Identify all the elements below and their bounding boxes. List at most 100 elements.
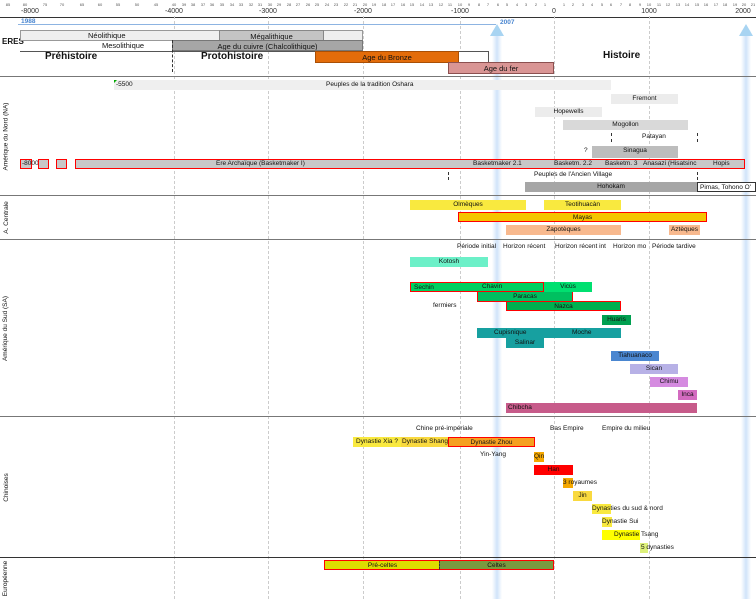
axis-minor-tick: 38 bbox=[190, 2, 196, 7]
axis-minor-tick: 6 bbox=[609, 2, 613, 7]
label-archaique: Ere Archaïque (Basketmaker I) bbox=[216, 160, 305, 167]
dash bbox=[697, 172, 698, 180]
label-periode-initial: Période initial bbox=[457, 243, 497, 250]
bar-shang[interactable]: Dynastie Shang bbox=[401, 437, 449, 447]
bar-archaic-fragment[interactable] bbox=[56, 159, 67, 169]
bar-archaic-fragment[interactable] bbox=[20, 159, 32, 169]
axis-minor-tick: 34 bbox=[229, 2, 235, 7]
bar-olmeques[interactable]: Olmèques bbox=[410, 200, 526, 210]
bar-fremont[interactable]: Fremont bbox=[611, 94, 678, 104]
axis-minor-tick: 9 bbox=[467, 2, 471, 7]
label-minus5500: -5500 bbox=[116, 81, 133, 88]
bar-huaris[interactable]: Huaris bbox=[602, 315, 631, 325]
axis-minor-tick: 2 bbox=[534, 2, 538, 7]
axis-major-tick: 2000 bbox=[735, 8, 751, 15]
label-yin-yang: Yin-Yang bbox=[480, 451, 507, 458]
bar-pre-celtes[interactable]: Pré-celtes bbox=[324, 560, 440, 570]
bar-pimas[interactable]: Pimas, Tohono O' bbox=[697, 182, 756, 192]
bar-zapoteques[interactable]: Zapotèques bbox=[506, 225, 621, 235]
bar-hopewells[interactable]: Hopewells bbox=[535, 107, 602, 117]
section-eu: Européenne bbox=[2, 560, 10, 597]
axis-minor-tick: 23 bbox=[333, 2, 339, 7]
bar-vicus[interactable]: Vicùs bbox=[544, 282, 592, 292]
axis-minor-tick: 9 bbox=[638, 2, 642, 7]
axis-minor-tick: 11 bbox=[447, 2, 453, 7]
label-horizon-mo: Horizon mo bbox=[613, 243, 647, 250]
axis-minor-tick: 21 bbox=[750, 2, 756, 7]
bar-cupisnique-moche[interactable] bbox=[477, 328, 621, 338]
bar-sud-nord[interactable]: Dynasties du sud & nord bbox=[592, 504, 663, 514]
bar-basketmaker-row[interactable] bbox=[75, 159, 745, 169]
label-minus8000: -8000 bbox=[22, 160, 39, 167]
bar-azteques[interactable]: Aztèques bbox=[669, 225, 700, 235]
bar-3-royaumes[interactable]: 3 royaumes bbox=[563, 478, 597, 488]
bar-sinagua[interactable]: Sinagua bbox=[592, 146, 678, 158]
bar-chibcha[interactable]: Chibcha bbox=[506, 403, 697, 413]
bar-tiahuanaco[interactable]: Tiahuanaco bbox=[611, 351, 659, 361]
axis-minor-tick: 35 bbox=[219, 2, 225, 7]
bar-sican[interactable]: Sican bbox=[630, 364, 678, 374]
axis-minor-tick: 3 bbox=[581, 2, 585, 7]
bar-sechin[interactable]: Sechin bbox=[410, 282, 544, 292]
label-hopis: Hopis bbox=[713, 160, 730, 167]
bar-sui[interactable]: Dynastie Sui bbox=[602, 517, 639, 527]
bar-tsang[interactable]: Dynastie Tsang bbox=[602, 530, 658, 540]
axis-minor-tick: 25 bbox=[314, 2, 320, 7]
axis-minor-tick: 18 bbox=[722, 2, 728, 7]
bar-teotihuacan[interactable]: Teotihuacàn bbox=[544, 200, 621, 210]
bar-inca[interactable]: Inca bbox=[678, 390, 697, 400]
bar-hohokam[interactable]: Hohokam bbox=[525, 182, 697, 192]
axis-minor-tick: 7 bbox=[619, 2, 623, 7]
section-divider bbox=[0, 76, 756, 77]
axis-minor-tick: 28 bbox=[286, 2, 292, 7]
axis-minor-tick: 4 bbox=[515, 2, 519, 7]
bar-kotosh[interactable]: Kotosh bbox=[410, 257, 488, 267]
axis-minor-tick: 22 bbox=[343, 2, 349, 7]
axis-minor-tick: 11 bbox=[656, 2, 662, 7]
bar-celtes[interactable]: Celtes bbox=[439, 560, 554, 570]
comment-flag-icon bbox=[114, 80, 117, 83]
label-bm3: Basketm. 3 bbox=[605, 160, 638, 167]
axis-major-tick: -4000 bbox=[165, 8, 183, 15]
bar-han[interactable]: Han bbox=[534, 465, 573, 475]
bar-5-dynasties[interactable]: 5 dynasties bbox=[640, 543, 674, 553]
axis-minor-tick: 36 bbox=[209, 2, 215, 7]
marker-triangle-icon[interactable] bbox=[739, 24, 753, 36]
bar-nazca[interactable]: Nazca bbox=[506, 301, 621, 311]
section-cn: Chinoises bbox=[2, 472, 10, 502]
eres-divider bbox=[20, 51, 363, 52]
bar-qin[interactable]: Qin bbox=[534, 452, 545, 462]
marker-triangle-icon[interactable] bbox=[490, 24, 504, 36]
axis-minor-tick: 8 bbox=[628, 2, 632, 7]
bar-xia[interactable]: Dynastie Xia ? bbox=[353, 437, 401, 447]
gridline bbox=[649, 16, 650, 599]
bar-chimu[interactable]: Chimu bbox=[650, 377, 688, 387]
label-moche: Moche bbox=[572, 329, 592, 336]
axis-minor-tick: 19 bbox=[732, 2, 738, 7]
axis-minor-tick: 60 bbox=[97, 2, 103, 7]
bar-jin[interactable]: Jin bbox=[573, 491, 592, 501]
axis-major-tick: 0 bbox=[552, 8, 556, 15]
section-divider bbox=[0, 239, 756, 240]
gridline bbox=[363, 16, 364, 599]
bar-age-du-bronze[interactable]: Age du Bronze bbox=[315, 51, 459, 63]
bar-oshara[interactable] bbox=[114, 80, 611, 90]
bar-salinar[interactable]: Salinar bbox=[506, 338, 544, 348]
axis-minor-tick: 65 bbox=[79, 2, 85, 7]
axis-major-tick: 1000 bbox=[641, 8, 657, 15]
axis-minor-tick: 80 bbox=[22, 2, 28, 7]
axis-minor-tick: 85 bbox=[5, 2, 11, 7]
bar-mogollon[interactable]: Mogollon bbox=[563, 120, 688, 130]
axis-minor-tick: 50 bbox=[134, 2, 140, 7]
axis-minor-tick: 13 bbox=[428, 2, 434, 7]
axis-minor-tick: 33 bbox=[238, 2, 244, 7]
bar-mayas[interactable]: Mayas bbox=[458, 212, 707, 222]
bar-archaic-fragment[interactable] bbox=[38, 159, 49, 169]
axis-minor-tick: 14 bbox=[419, 2, 425, 7]
label-bas-empire: Bas Empire bbox=[550, 425, 584, 432]
label-fermiers: fermiers bbox=[433, 302, 457, 309]
marker-glow-2007 bbox=[492, 30, 502, 599]
bar-age-du-cuivre[interactable]: Age du cuivre (Chalcolithique) bbox=[172, 40, 363, 51]
bar-age-du-fer[interactable]: Age du fer bbox=[448, 62, 554, 74]
bar-zhou[interactable]: Dynastie Zhou bbox=[448, 437, 535, 447]
